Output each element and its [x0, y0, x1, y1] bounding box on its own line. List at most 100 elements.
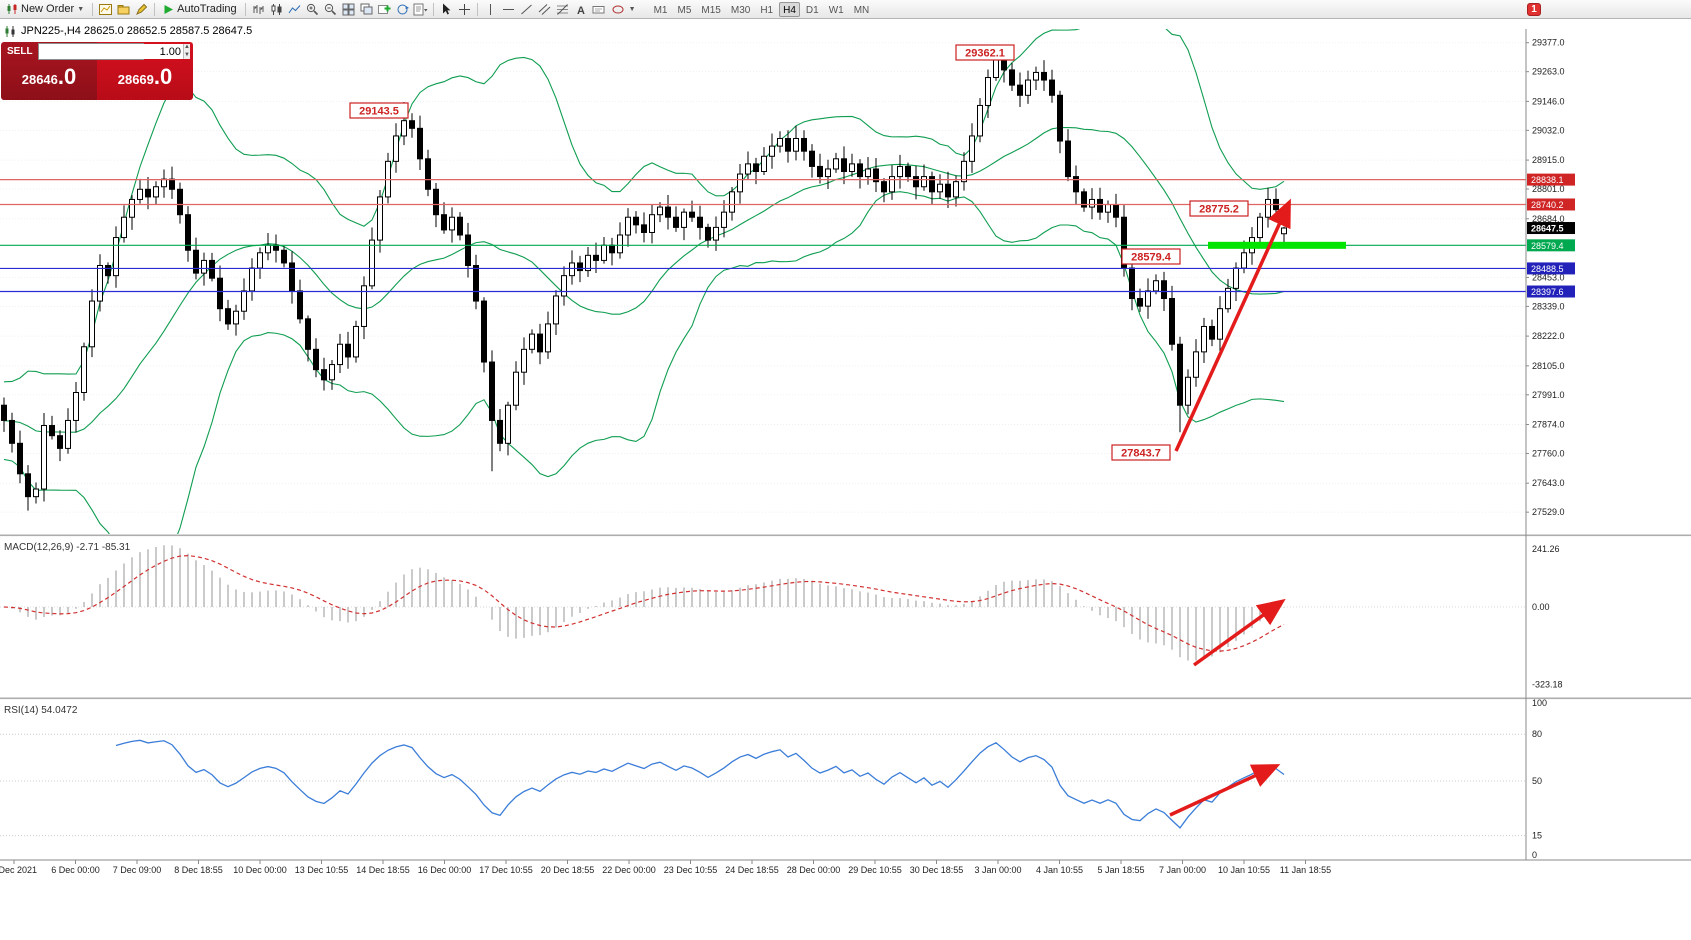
svg-text:28397.6: 28397.6 [1531, 287, 1564, 297]
panel-separator[interactable] [0, 697, 1691, 700]
cursor-button[interactable] [438, 1, 455, 18]
zoom-in-button[interactable] [304, 1, 321, 18]
svg-text:241.26: 241.26 [1532, 544, 1560, 554]
buy-price[interactable]: 28669.0 [117, 64, 173, 89]
svg-text:29146.0: 29146.0 [1532, 96, 1565, 106]
svg-text:7 Jan 00:00: 7 Jan 00:00 [1159, 865, 1206, 875]
horizontal-line-button[interactable] [500, 1, 517, 18]
timeframe-button-d1[interactable]: D1 [805, 4, 819, 16]
text-icon: A [577, 5, 585, 16]
timeframe-button-m5[interactable]: M5 [677, 4, 692, 16]
new-order-icon [7, 4, 17, 14]
volume-box: ▲ ▼ [38, 43, 190, 60]
svg-text:13 Dec 10:55: 13 Dec 10:55 [295, 865, 349, 875]
bar-chart-mode-button[interactable] [250, 1, 267, 18]
cascade-windows-button[interactable] [358, 1, 375, 18]
time-scale[interactable]: 2 Dec 2021 6 Dec 00:00 7 Dec 09:00 8 Dec 18… [0, 860, 1331, 875]
svg-text:100: 100 [1532, 698, 1547, 708]
profiles-button[interactable] [115, 1, 132, 18]
svg-text:27529.0: 27529.0 [1532, 507, 1565, 517]
cursor-icon [442, 3, 451, 14]
chevron-down-icon: ▼ [628, 5, 636, 13]
templates-icon [413, 3, 428, 15]
price-annotation[interactable]: 27843.7 [1111, 444, 1171, 461]
svg-text:28740.2: 28740.2 [1531, 200, 1564, 210]
svg-text:29362.1: 29362.1 [965, 48, 1005, 60]
candlestick-chart-icon [271, 3, 282, 15]
svg-text:0: 0 [1532, 850, 1537, 860]
trendline-button[interactable] [518, 1, 535, 18]
candlestick-mode-button[interactable] [268, 1, 285, 18]
timeframe-button-m15[interactable]: M15 [701, 4, 721, 16]
vertical-line-button[interactable] [482, 1, 499, 18]
sell-label[interactable]: SELL [7, 46, 33, 57]
green-highlight-zone[interactable] [1208, 241, 1346, 249]
zoom-in-icon [306, 3, 318, 15]
svg-text:50: 50 [1532, 776, 1542, 786]
bollinger-lower-band [3, 191, 1285, 534]
bollinger-upper-band [3, 29, 1285, 383]
volume-input[interactable] [39, 44, 183, 59]
metaeditor-button[interactable] [133, 1, 150, 18]
sell-price[interactable]: 28646.0 [21, 64, 77, 89]
svg-text:28488.5: 28488.5 [1531, 264, 1564, 274]
rsi-label: RSI(14) 54.0472 [4, 705, 78, 716]
crosshair-icon [458, 3, 470, 15]
svg-text:27760.0: 27760.0 [1532, 448, 1565, 458]
svg-text:8 Dec 18:55: 8 Dec 18:55 [174, 865, 223, 875]
svg-text:16 Dec 00:00: 16 Dec 00:00 [418, 865, 472, 875]
toolbar-separator [432, 2, 434, 16]
price-annotation[interactable]: 28775.2 [1189, 200, 1249, 217]
price-annotation[interactable]: 29143.5 [349, 102, 409, 119]
svg-text:28647.5: 28647.5 [1531, 224, 1564, 234]
timeframe-button-mn[interactable]: MN [853, 4, 870, 16]
zoom-out-button[interactable] [322, 1, 339, 18]
price-annotation[interactable]: 29362.1 [955, 44, 1015, 61]
volume-down-button[interactable]: ▼ [184, 51, 190, 59]
timeframe-button-h4[interactable]: H4 [779, 1, 800, 17]
svg-text:23 Dec 10:55: 23 Dec 10:55 [664, 865, 718, 875]
new-chart-button[interactable] [97, 1, 114, 18]
shapes-button[interactable]: ▼ [608, 1, 640, 18]
svg-text:28838.1: 28838.1 [1531, 175, 1564, 185]
fibonacci-button[interactable] [554, 1, 571, 18]
text-button[interactable]: A [572, 1, 589, 18]
autotrading-button[interactable]: AutoTrading [159, 1, 241, 18]
symbol-ohlc-bar: JPN225-,H4 28625.0 28652.5 28587.5 28647… [4, 25, 252, 37]
svg-text:28775.2: 28775.2 [1199, 204, 1239, 216]
timeframe-button-h1[interactable]: H1 [760, 4, 774, 16]
price-tag-28740.2: 28740.2 [1527, 198, 1575, 211]
tile-windows-button[interactable] [340, 1, 357, 18]
toolbar-separator [244, 2, 246, 16]
crosshair-button[interactable] [456, 1, 473, 18]
svg-text:28915.0: 28915.0 [1532, 155, 1565, 165]
timeframe-button-m1[interactable]: M1 [653, 4, 668, 16]
templates-button[interactable] [412, 1, 429, 18]
svg-text:5 Jan 18:55: 5 Jan 18:55 [1097, 865, 1144, 875]
svg-text:6 Dec 00:00: 6 Dec 00:00 [51, 865, 100, 875]
horizontal-line-icon [502, 8, 514, 10]
price-annotation[interactable]: 28579.4 [1121, 248, 1181, 265]
timeframe-button-w1[interactable]: W1 [828, 4, 844, 16]
symbol-icon [5, 25, 15, 37]
text-label-button[interactable] [590, 1, 607, 18]
notification-badge[interactable]: 1 [1527, 2, 1541, 16]
timeframe-button-m30[interactable]: M30 [730, 4, 751, 16]
price-scale[interactable]: 29377.0 29263.0 29146.0 29032.0 28915.0 28801… [1526, 38, 1565, 517]
svg-text:22 Dec 00:00: 22 Dec 00:00 [602, 865, 656, 875]
panel-separator[interactable] [0, 534, 1691, 537]
line-chart-mode-button[interactable] [286, 1, 303, 18]
chevron-down-icon: ▼ [77, 5, 85, 13]
svg-text:27843.7: 27843.7 [1121, 448, 1161, 460]
cycles-button[interactable] [394, 1, 411, 18]
trend-arrow[interactable] [1192, 598, 1286, 667]
trend-arrow[interactable] [1174, 198, 1291, 452]
channel-button[interactable] [536, 1, 553, 18]
trend-arrow[interactable] [1169, 764, 1281, 817]
volume-up-button[interactable]: ▲ [184, 44, 190, 52]
svg-text:29377.0: 29377.0 [1532, 38, 1565, 48]
rsi-line [115, 739, 1285, 829]
price-chart[interactable]: MACD(12,26,9) -2.71 -85.31 241.26 0.00 -323… [0, 19, 1691, 940]
new-order-button[interactable]: New Order ▼ [2, 1, 88, 18]
add-indicator-button[interactable] [376, 1, 393, 18]
